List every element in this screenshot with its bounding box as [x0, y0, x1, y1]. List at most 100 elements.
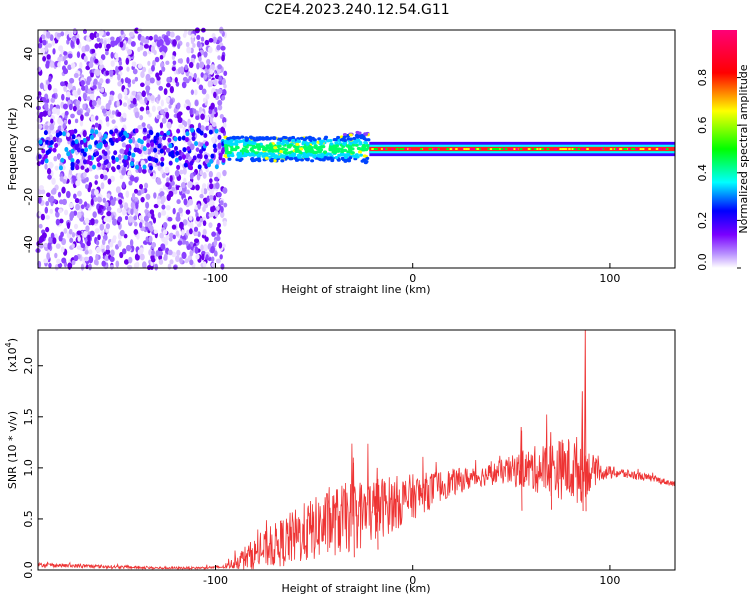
heatmap-cell	[161, 117, 167, 124]
heatmap-cell	[177, 43, 181, 50]
heatmap-cell	[178, 155, 183, 161]
heatmap-cell	[38, 185, 44, 191]
heatmap-cell	[130, 41, 136, 47]
heatmap-cell	[73, 254, 79, 262]
heatmap-cell	[51, 129, 56, 135]
heatmap-cell	[175, 150, 180, 156]
heatmap-cell	[268, 143, 273, 147]
heatmap-cell	[153, 192, 157, 199]
heatmap-cell	[98, 42, 103, 49]
heatmap-cell	[186, 105, 191, 111]
heatmap-cell	[90, 129, 95, 135]
heatmap-cell	[163, 107, 169, 113]
heatmap-cell	[145, 109, 150, 115]
heatmap-cell	[90, 198, 94, 206]
heatmap-cell	[88, 182, 93, 188]
heatmap-cell	[139, 115, 144, 121]
heatmap-cell	[57, 153, 61, 160]
heatmap-cell	[190, 89, 195, 95]
heatmap-cell	[90, 72, 94, 78]
heatmap-cell	[71, 231, 76, 238]
heatmap-cell	[130, 201, 135, 209]
heatmap-cell	[161, 204, 166, 210]
heatmap-cell	[227, 157, 232, 161]
heatmap-cell	[80, 204, 85, 210]
heatmap-cell	[131, 90, 137, 96]
heatmap-cell	[350, 151, 355, 155]
heatmap-cell	[70, 157, 75, 163]
heatmap-cell	[208, 38, 214, 43]
heatmap-cell	[519, 148, 523, 150]
heatmap-cell	[363, 147, 368, 151]
heatmap-cell	[334, 141, 339, 145]
heatmap-cell	[95, 240, 100, 246]
heatmap-cell	[49, 208, 54, 214]
heatmap-cell	[94, 122, 99, 128]
heatmap-cell	[50, 97, 56, 103]
heatmap-cell	[205, 167, 210, 173]
heatmap-cell	[176, 249, 181, 256]
heatmap-cell	[294, 147, 299, 151]
heatmap-cell	[141, 168, 147, 174]
heatmap-cell	[134, 76, 138, 82]
heatmap-cell	[127, 170, 132, 176]
heatmap-cell	[86, 35, 90, 42]
snr-peak	[549, 432, 552, 510]
heatmap-cell	[115, 36, 121, 45]
heatmap-cell	[84, 217, 90, 225]
heatmap-cell	[245, 149, 250, 154]
heatmap-cell	[238, 154, 243, 158]
heatmap-cell	[346, 144, 351, 148]
heatmap-cell	[71, 134, 76, 140]
heatmap-cell	[80, 242, 86, 249]
x-tick-label: -100	[203, 272, 228, 285]
heatmap-cell	[106, 210, 112, 217]
heatmap-cell	[343, 148, 348, 152]
heatmap-cell	[202, 206, 206, 213]
heatmap-cell	[264, 146, 269, 150]
heatmap-cell	[211, 205, 216, 212]
heatmap-cell	[84, 44, 90, 52]
heatmap-cell	[340, 156, 345, 161]
y-tick-label: 0	[22, 146, 35, 153]
heatmap-cell	[85, 225, 90, 232]
heatmap-cell	[183, 120, 188, 128]
heatmap-cell	[162, 135, 167, 141]
heatmap-cell	[185, 99, 191, 105]
heatmap-cell	[95, 253, 99, 261]
heatmap-cell	[88, 165, 93, 172]
heatmap-cell	[166, 76, 171, 84]
heatmap-cell	[110, 60, 115, 67]
heatmap-cell	[244, 136, 249, 140]
heatmap-cell	[168, 103, 172, 109]
heatmap-cell	[131, 79, 136, 85]
heatmap-cell	[229, 142, 234, 147]
heatmap-cell	[105, 223, 111, 230]
heatmap-cell	[331, 147, 336, 151]
heatmap-cell	[125, 57, 130, 65]
heatmap-cell	[312, 141, 317, 145]
heatmap-cell	[657, 148, 661, 150]
heatmap-cell	[194, 99, 199, 107]
heatmap-cell	[218, 241, 223, 249]
heatmap-cell	[142, 146, 147, 152]
heatmap-cell	[179, 169, 184, 175]
snr-y-scale: (x104)	[4, 338, 19, 372]
heatmap-cell	[127, 264, 133, 270]
heatmap-cell	[291, 135, 296, 140]
heatmap-cell	[216, 205, 220, 211]
heatmap-cell	[225, 150, 230, 155]
heatmap-cell	[86, 80, 91, 86]
heatmap-cell	[546, 148, 550, 150]
heatmap-cell	[122, 102, 128, 107]
heatmap-cell	[67, 64, 72, 71]
heatmap-cell	[57, 117, 63, 125]
heatmap-cell	[133, 176, 139, 183]
heatmap-cell	[208, 124, 213, 131]
heatmap-cell	[52, 87, 58, 94]
heatmap-cell	[108, 137, 113, 143]
heatmap-cell	[94, 174, 99, 180]
heatmap-cell	[68, 202, 74, 209]
heatmap-cell	[103, 39, 107, 47]
heatmap-cell	[174, 76, 178, 83]
